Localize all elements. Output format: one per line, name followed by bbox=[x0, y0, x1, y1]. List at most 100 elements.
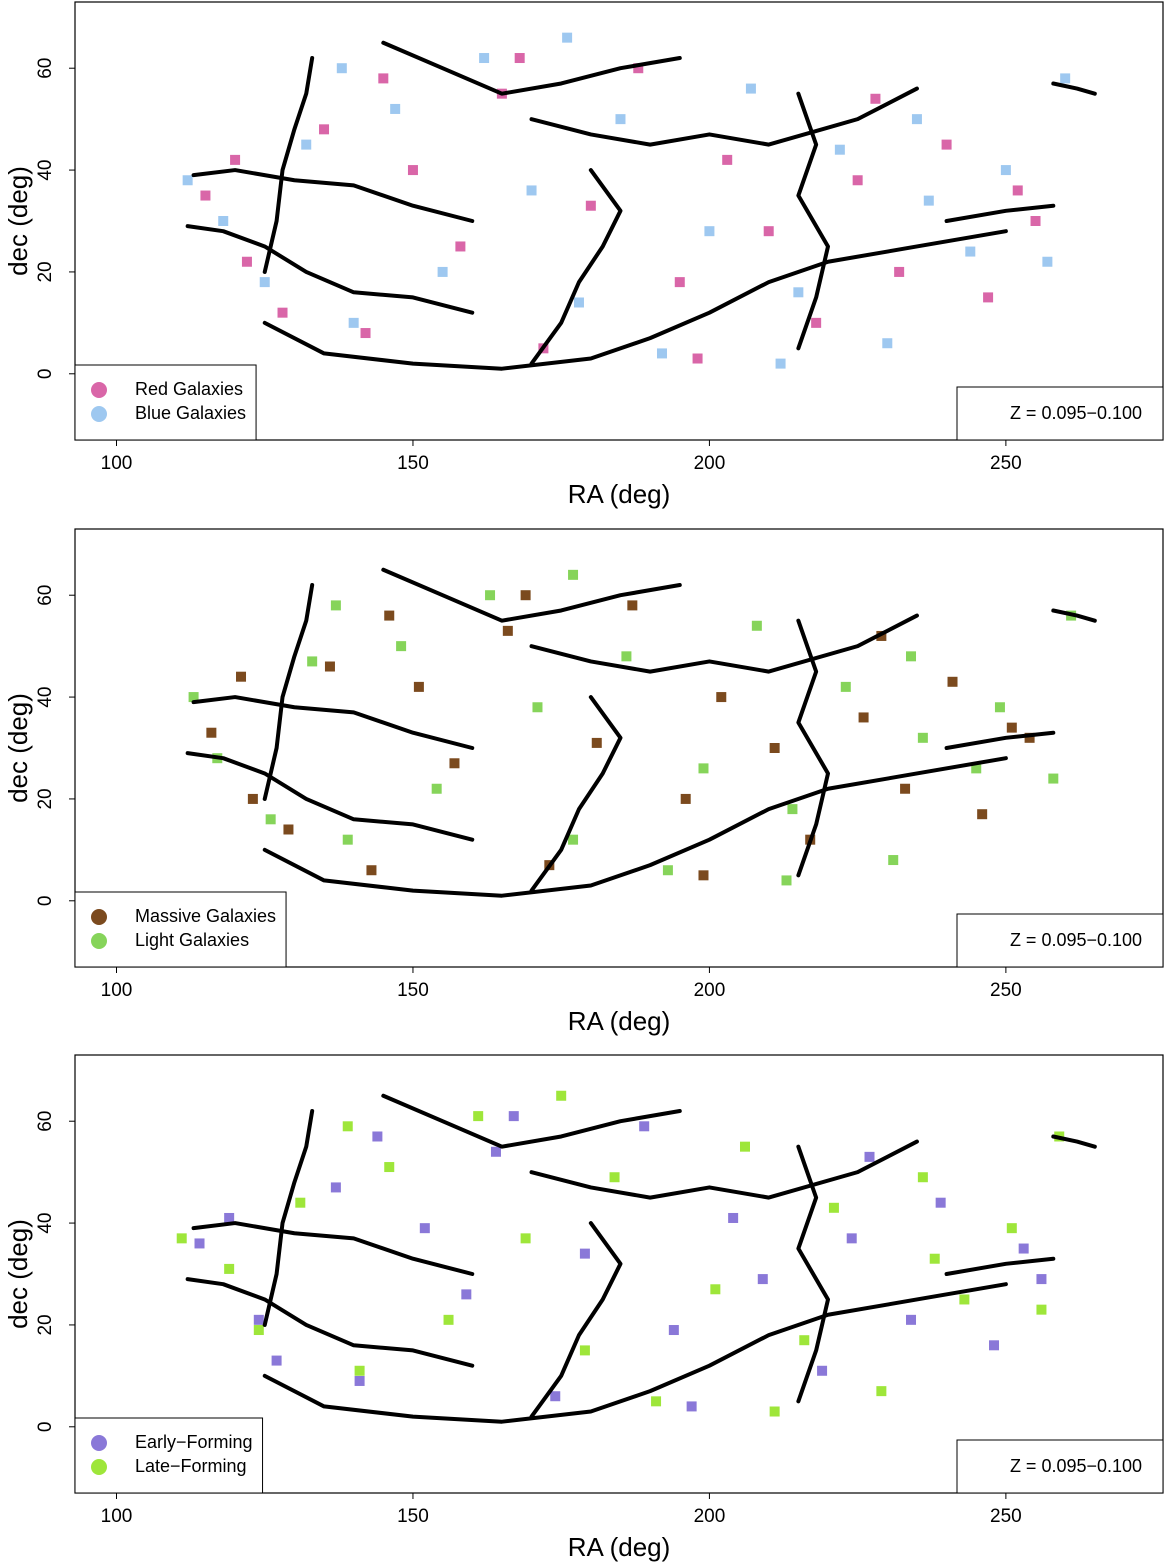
x-tick-label: 250 bbox=[990, 1506, 1022, 1527]
galaxy-pixel bbox=[947, 676, 958, 687]
galaxy-pixel bbox=[556, 1090, 567, 1101]
legend: Red Galaxies Blue Galaxies bbox=[74, 364, 257, 441]
galaxy-pixel bbox=[384, 1162, 395, 1173]
filament bbox=[262, 756, 1008, 898]
y-tick-label: 40 bbox=[35, 686, 56, 707]
galaxy-pixel bbox=[994, 702, 1005, 713]
plot-frame bbox=[74, 1054, 1164, 1494]
galaxy-pixel bbox=[1060, 73, 1071, 84]
filament bbox=[529, 695, 623, 893]
galaxy-pixel bbox=[977, 809, 988, 820]
y-tick-label: 0 bbox=[35, 1422, 56, 1433]
galaxy-pixel bbox=[888, 855, 899, 866]
legend-box bbox=[74, 1417, 264, 1494]
galaxy-pixel bbox=[1024, 732, 1035, 743]
x-tick-label: 200 bbox=[694, 980, 726, 1001]
x-tick-label: 250 bbox=[990, 980, 1022, 1001]
galaxy-pixel bbox=[917, 732, 928, 743]
galaxy-pixel bbox=[330, 600, 341, 611]
galaxy-pixel bbox=[455, 241, 466, 252]
galaxy-pixel bbox=[372, 1131, 383, 1142]
filament bbox=[262, 1282, 1008, 1424]
legend-label: Early−Forming bbox=[135, 1432, 253, 1452]
x-tick-label: 150 bbox=[397, 980, 429, 1001]
galaxy-pixel bbox=[419, 1223, 430, 1234]
annotation-box bbox=[956, 913, 1164, 968]
panel: 100 150 200 250 0 20 40 60 RA (deg) dec (deg) Red … bbox=[3, 1, 1164, 509]
galaxy-pixel bbox=[526, 185, 537, 196]
filament bbox=[191, 1221, 475, 1276]
galaxy-pixel bbox=[662, 865, 673, 876]
galaxy-pixel bbox=[449, 758, 460, 769]
legend: Early−Forming Late−Forming bbox=[74, 1417, 264, 1494]
x-tick-label: 100 bbox=[101, 1506, 133, 1527]
filament bbox=[185, 224, 475, 315]
galaxy-pixel bbox=[959, 1294, 970, 1305]
galaxy-pixel bbox=[722, 154, 733, 165]
galaxy-pixel bbox=[413, 681, 424, 692]
filament bbox=[529, 1221, 623, 1419]
galaxy-pixel bbox=[336, 63, 347, 74]
galaxy-pixel bbox=[929, 1253, 940, 1264]
galaxy-pixel bbox=[568, 569, 579, 580]
galaxy-pixel bbox=[757, 1274, 768, 1285]
galaxy-pixel bbox=[906, 651, 917, 662]
galaxy-pixel bbox=[633, 63, 644, 74]
galaxy-pixel bbox=[568, 834, 579, 845]
galaxy-pixel bbox=[656, 348, 667, 359]
galaxy-pixel bbox=[983, 292, 994, 303]
galaxy-pixel bbox=[1018, 1243, 1029, 1254]
galaxy-pixel bbox=[1036, 1304, 1047, 1315]
y-axis-label: dec (deg) bbox=[3, 1219, 33, 1329]
y-tick-label: 20 bbox=[35, 261, 56, 282]
galaxy-pixel bbox=[218, 216, 229, 226]
x-tick-label: 200 bbox=[694, 453, 726, 474]
filament bbox=[381, 40, 682, 96]
y-tick-label: 20 bbox=[35, 788, 56, 809]
filament bbox=[796, 618, 831, 878]
filament bbox=[944, 730, 1056, 750]
filament bbox=[944, 203, 1056, 223]
annotation: Z = 0.095−0.100 bbox=[1010, 1456, 1142, 1476]
galaxy-pixel bbox=[579, 1248, 590, 1259]
galaxy-pixel bbox=[360, 328, 371, 339]
galaxy-pixel bbox=[668, 1325, 679, 1336]
galaxy-pixel bbox=[858, 712, 869, 723]
x-tick-label: 150 bbox=[397, 1506, 429, 1527]
galaxy-pixel bbox=[194, 1238, 205, 1249]
galaxy-pixel bbox=[704, 226, 715, 237]
galaxy-pixel bbox=[514, 53, 525, 64]
y-axis-label: dec (deg) bbox=[3, 693, 33, 803]
filament bbox=[529, 1139, 919, 1200]
galaxy-pixel bbox=[271, 1355, 282, 1366]
galaxy-pixel bbox=[882, 338, 893, 349]
galaxy-pixel bbox=[811, 317, 822, 328]
galaxy-pixel bbox=[1000, 165, 1011, 176]
plot-frame bbox=[74, 1, 1164, 441]
filament bbox=[1051, 81, 1097, 96]
galaxy-pixel bbox=[651, 1396, 662, 1407]
galaxy-pixel bbox=[241, 256, 252, 267]
galaxy-pixel bbox=[609, 1172, 620, 1183]
galaxy-pixel bbox=[532, 702, 543, 713]
galaxy-pixel bbox=[787, 804, 798, 815]
filament bbox=[185, 1277, 475, 1368]
galaxy-pixel bbox=[253, 1314, 264, 1325]
plot-area bbox=[182, 32, 1097, 371]
filament bbox=[381, 567, 682, 623]
filament bbox=[262, 56, 315, 274]
galaxy-pixel bbox=[366, 865, 377, 876]
galaxy-pixel bbox=[1006, 722, 1017, 733]
galaxy-pixel bbox=[319, 124, 330, 135]
galaxy-pixel bbox=[247, 793, 258, 804]
galaxy-pixel bbox=[348, 317, 359, 328]
galaxy-pixel bbox=[354, 1375, 365, 1386]
legend-marker bbox=[91, 1459, 107, 1475]
filament bbox=[796, 91, 831, 351]
x-tick-label: 100 bbox=[101, 980, 133, 1001]
y-tick-label: 60 bbox=[35, 58, 56, 79]
galaxy-pixel bbox=[384, 610, 395, 621]
galaxy-pixel bbox=[793, 287, 804, 298]
galaxy-pixel bbox=[520, 590, 531, 601]
galaxy-pixel bbox=[840, 681, 851, 692]
